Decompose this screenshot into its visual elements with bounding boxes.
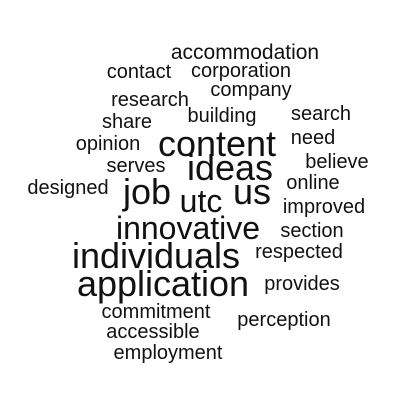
word-perception: perception: [237, 309, 331, 331]
word-section: section: [280, 220, 344, 242]
word-corporation: corporation: [190, 60, 292, 82]
word-innovative: innovative: [115, 210, 261, 246]
word-online: online: [286, 172, 340, 194]
word-research: research: [111, 89, 189, 111]
word-designed: designed: [27, 177, 109, 199]
word-individuals: individuals: [71, 235, 241, 276]
word-believe: believe: [305, 151, 369, 173]
word-application: application: [76, 263, 250, 304]
word-need: need: [290, 127, 336, 149]
word-job: job: [122, 171, 172, 212]
word-us: us: [232, 171, 272, 212]
word-provides: provides: [264, 273, 340, 295]
word-accommodation: accommodation: [170, 41, 320, 64]
word-contact: contact: [106, 61, 172, 83]
word-respected: respected: [255, 241, 343, 263]
word-search: search: [290, 103, 352, 125]
word-improved: improved: [282, 196, 366, 218]
word-share: share: [101, 111, 153, 133]
word-company: company: [210, 79, 292, 101]
word-accessible: accessible: [106, 321, 200, 343]
word-utc: utc: [179, 183, 223, 219]
word-serves: serves: [106, 155, 166, 177]
word-building: building: [187, 105, 257, 127]
word-content: content: [157, 123, 277, 164]
word-commitment: commitment: [101, 301, 211, 323]
word-opinion: opinion: [75, 133, 141, 155]
word-ideas: ideas: [186, 147, 274, 188]
word-employment: employment: [113, 342, 223, 364]
